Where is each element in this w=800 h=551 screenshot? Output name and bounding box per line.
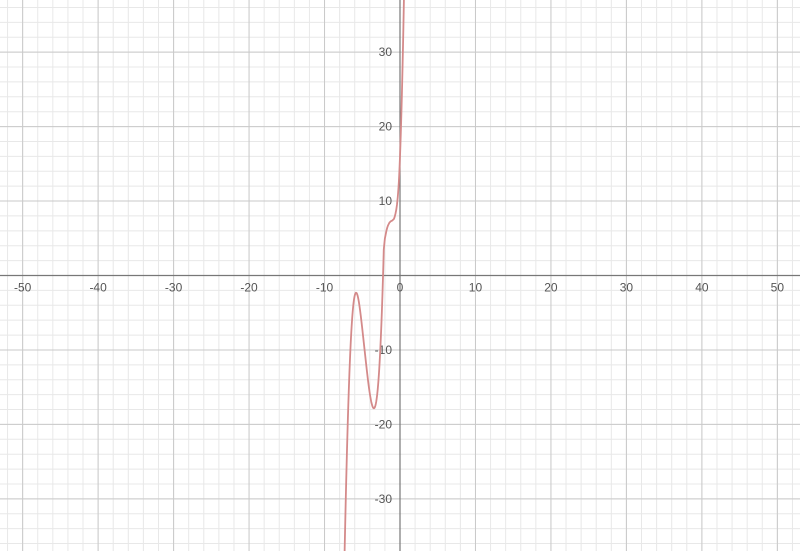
x-tick-label: -30 (165, 281, 183, 295)
y-tick-label: -20 (375, 417, 393, 431)
chart-container: -50 -40 -30 -20 -10 0 10 20 30 40 50 10 20 30 -10 -20 -3… (0, 0, 800, 551)
x-tick-label: -40 (89, 281, 107, 295)
x-tick-label: 10 (469, 281, 483, 295)
y-tick-label: -30 (375, 492, 393, 506)
y-tick-label: 30 (379, 45, 393, 59)
y-tick-label: -10 (375, 343, 393, 357)
y-tick-label: 20 (379, 120, 393, 134)
chart-svg: -50 -40 -30 -20 -10 0 10 20 30 40 50 10 20 30 -10 -20 -3… (0, 0, 800, 551)
y-tick-label: 10 (379, 194, 393, 208)
x-tick-label: -20 (240, 281, 258, 295)
x-tick-label: 30 (620, 281, 634, 295)
x-tick-label: 0 (397, 281, 404, 295)
x-tick-label: 50 (771, 281, 785, 295)
x-tick-label: 40 (695, 281, 709, 295)
x-tick-label: -50 (14, 281, 32, 295)
x-tick-label: -10 (316, 281, 334, 295)
x-tick-label: 20 (544, 281, 558, 295)
